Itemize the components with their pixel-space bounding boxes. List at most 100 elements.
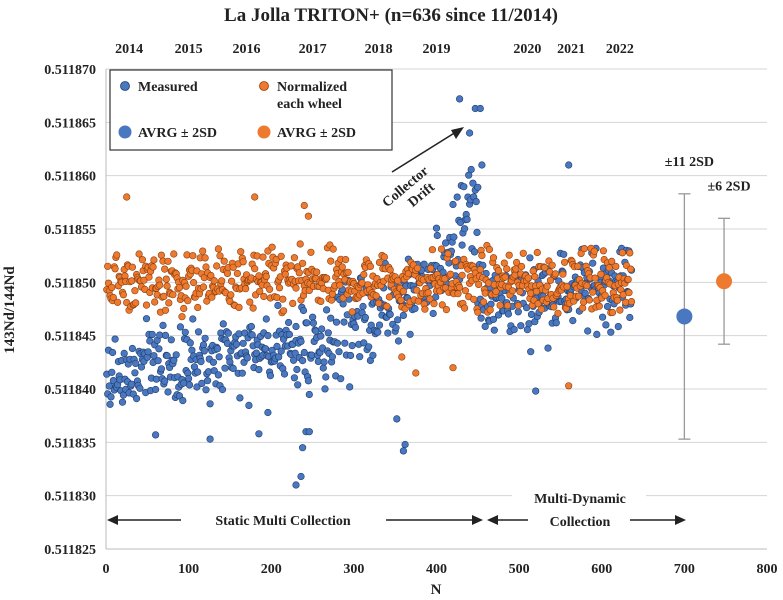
year-label: 2021 xyxy=(557,42,585,57)
data-point xyxy=(369,351,377,359)
static-label-bg xyxy=(183,510,381,530)
data-point xyxy=(386,310,394,319)
data-point xyxy=(118,398,127,406)
data-point xyxy=(262,272,270,281)
data-point xyxy=(322,373,330,381)
x-tick-label: 200 xyxy=(261,562,282,577)
y-axis-label: 143Nd/144Nd xyxy=(2,266,18,354)
data-point xyxy=(299,259,307,267)
x-tick-label: 100 xyxy=(178,562,199,577)
data-point xyxy=(579,304,587,312)
data-point xyxy=(469,179,477,187)
data-point xyxy=(224,329,232,337)
data-point xyxy=(264,408,272,417)
data-point xyxy=(213,345,222,353)
data-point xyxy=(309,313,317,321)
data-point xyxy=(544,344,552,352)
data-point xyxy=(109,293,117,302)
dynamic-collection-label-2: Collection xyxy=(550,515,611,530)
legend-normalized-label-2: each wheel xyxy=(277,97,342,112)
data-point xyxy=(108,348,117,357)
data-point xyxy=(332,318,341,326)
y-tick-label: 0.511830 xyxy=(44,490,96,505)
data-point xyxy=(527,348,535,356)
data-point xyxy=(185,374,193,383)
data-point xyxy=(218,277,226,285)
data-point xyxy=(341,339,349,347)
data-point xyxy=(293,365,301,374)
data-point xyxy=(200,347,208,355)
year-label: 2022 xyxy=(606,42,634,57)
data-point xyxy=(295,269,303,277)
data-point xyxy=(512,258,521,267)
drift-arrow xyxy=(391,131,457,173)
data-point xyxy=(456,95,464,103)
data-point xyxy=(309,319,318,327)
data-point xyxy=(175,284,184,292)
data-point xyxy=(601,291,609,299)
data-point xyxy=(590,247,598,255)
data-point xyxy=(514,302,522,310)
data-point xyxy=(584,327,592,335)
data-point xyxy=(413,286,421,294)
data-point xyxy=(338,263,346,271)
data-point xyxy=(456,283,464,292)
data-point xyxy=(427,264,435,273)
data-point xyxy=(242,285,250,293)
data-point xyxy=(213,262,221,270)
collection-annotations: Static Multi Collection Multi-Dynamic Co… xyxy=(107,488,686,530)
data-point xyxy=(602,321,610,329)
static-collection-label: Static Multi Collection xyxy=(215,514,351,529)
data-point xyxy=(128,277,136,285)
data-point xyxy=(613,296,622,305)
data-point xyxy=(374,328,382,336)
data-point xyxy=(565,382,573,390)
data-point xyxy=(210,367,218,375)
data-point xyxy=(138,256,146,264)
data-point xyxy=(294,381,302,389)
data-point xyxy=(494,267,503,275)
data-point xyxy=(574,262,582,270)
data-point xyxy=(441,275,449,283)
data-point xyxy=(172,351,180,359)
chart-title: La Jolla TRITON+ (n=636 since 11/2014) xyxy=(224,5,558,26)
data-point xyxy=(328,296,336,304)
data-point xyxy=(247,322,255,331)
data-point xyxy=(268,243,276,251)
data-point xyxy=(501,273,509,281)
data-point xyxy=(526,254,534,262)
data-point xyxy=(304,212,313,220)
legend-normalized-marker xyxy=(259,81,269,91)
data-point xyxy=(150,352,158,360)
data-point xyxy=(324,329,332,337)
data-point xyxy=(476,266,484,274)
data-point xyxy=(446,270,455,278)
data-point xyxy=(275,284,284,292)
data-point xyxy=(323,274,331,282)
dynamic-label-bg-2 xyxy=(532,510,628,530)
data-point xyxy=(266,285,274,293)
year-label: 2015 xyxy=(175,42,203,57)
data-point xyxy=(406,330,414,338)
data-point xyxy=(227,291,235,299)
legend-measured-marker xyxy=(120,81,130,91)
data-point xyxy=(261,345,270,353)
y-tick-label: 0.511825 xyxy=(44,543,96,558)
data-point xyxy=(273,342,281,351)
data-point xyxy=(307,248,315,256)
data-point xyxy=(580,245,589,253)
data-point xyxy=(477,314,485,322)
data-point xyxy=(170,250,178,258)
data-point xyxy=(149,263,157,271)
data-point xyxy=(430,300,438,308)
data-point xyxy=(189,252,197,260)
data-point xyxy=(336,281,344,289)
legend-measured-label: Measured xyxy=(138,80,198,95)
data-point xyxy=(603,302,612,311)
data-point xyxy=(305,428,313,436)
drift-arrowhead xyxy=(451,127,464,139)
data-point xyxy=(563,283,571,291)
data-point xyxy=(398,353,406,361)
data-point xyxy=(285,318,293,327)
